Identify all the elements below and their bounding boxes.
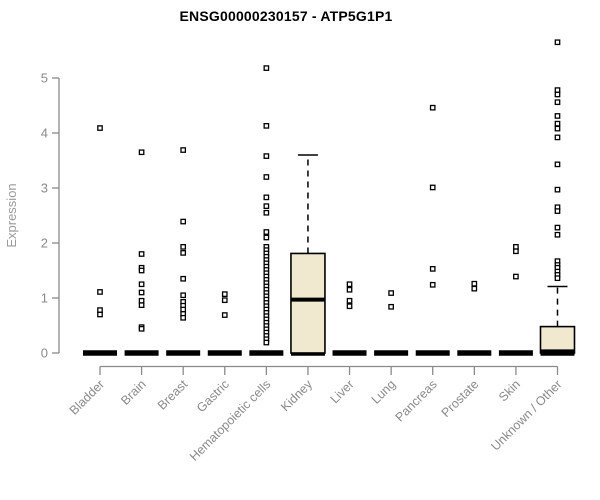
x-category-label: Bladder	[67, 377, 107, 417]
box	[539, 325, 576, 354]
x-category-label: Breast	[155, 377, 191, 413]
zero-median-bar	[249, 350, 284, 356]
outlier-point	[513, 273, 519, 280]
outlier-point	[554, 231, 561, 238]
y-tick-label: 3	[41, 181, 48, 196]
outlier-point	[221, 297, 228, 304]
outlier-point	[263, 203, 270, 209]
zero-median-bar	[124, 350, 159, 356]
y-tick-label: 0	[41, 346, 48, 361]
outlier-point	[221, 291, 228, 298]
outlier-point	[180, 306, 187, 313]
outlier-point	[471, 285, 478, 292]
outlier-point	[180, 218, 187, 225]
y-axis-title: Expression	[4, 183, 19, 247]
zero-median-bar	[207, 350, 242, 356]
outlier-point	[263, 153, 270, 159]
x-category-label: Brain	[118, 377, 149, 408]
outlier-point	[138, 281, 145, 288]
outlier-point	[180, 243, 187, 250]
outlier-point	[263, 174, 270, 180]
outlier-point	[554, 113, 561, 119]
x-category-label: Unknown / Other	[488, 377, 564, 453]
zero-median-bar	[415, 350, 450, 356]
x-category-label: Gastric	[194, 377, 232, 415]
outlier-point	[138, 297, 145, 304]
outlier-point	[97, 289, 103, 295]
outlier-point	[138, 289, 145, 296]
outlier-point	[180, 314, 187, 321]
zero-median-bar	[374, 350, 409, 356]
outlier-point	[554, 91, 561, 98]
outlier-point	[429, 104, 436, 111]
outlier-point	[554, 134, 561, 141]
zero-median-bar	[166, 350, 201, 356]
outlier-point	[263, 194, 270, 201]
zero-median-bar	[457, 350, 492, 356]
outlier-point	[138, 302, 145, 309]
outlier-point	[554, 275, 561, 282]
outlier-point	[554, 208, 561, 214]
outlier-point	[263, 209, 270, 216]
outlier-point	[554, 120, 561, 127]
outlier-point	[221, 312, 228, 318]
outlier-point	[97, 125, 103, 131]
outlier-point	[429, 265, 436, 272]
outlier-point	[180, 250, 187, 256]
outlier-point	[180, 292, 187, 299]
box	[290, 252, 326, 354]
outlier-point	[346, 281, 353, 288]
chart-title: ENSG00000230157 - ATP5G1P1	[179, 8, 393, 24]
y-tick-label: 1	[41, 291, 48, 306]
outlier-point	[97, 311, 103, 318]
outlier-point	[554, 39, 561, 46]
x-category-label: Pancreas	[393, 377, 440, 424]
outlier-point	[429, 184, 436, 191]
x-category-label: Liver	[328, 377, 357, 406]
zero-median-bar	[498, 350, 533, 356]
outlier-point	[471, 280, 478, 287]
outlier-point	[554, 99, 561, 106]
outlier-point	[346, 303, 353, 310]
outlier-point	[263, 229, 270, 235]
x-category-label: Hematopoietic cells	[187, 377, 274, 464]
outlier-point	[180, 275, 187, 282]
outlier-point	[263, 123, 270, 129]
outlier-point	[554, 125, 561, 132]
outlier-point	[554, 161, 561, 168]
outlier-point	[388, 290, 394, 296]
outlier-point	[554, 224, 561, 231]
outlier-point	[263, 234, 270, 241]
x-category-label: Skin	[496, 377, 523, 404]
y-tick-label: 4	[41, 126, 48, 141]
outlier-point	[513, 243, 519, 250]
outlier-point	[138, 149, 145, 156]
zero-median-bar	[332, 350, 367, 356]
y-tick-label: 5	[41, 71, 48, 86]
outlier-point	[346, 286, 353, 293]
outlier-point	[513, 248, 519, 255]
y-tick-label: 2	[41, 236, 48, 251]
x-category-label: Kidney	[278, 377, 315, 414]
outlier-point	[554, 186, 561, 193]
outlier-point	[263, 65, 270, 71]
outlier-point	[346, 297, 353, 304]
zero-median-bar	[83, 350, 117, 356]
outlier-point	[180, 147, 187, 153]
x-category-label: Prostate	[439, 377, 482, 420]
outlier-point	[97, 307, 103, 313]
outlier-point	[554, 87, 561, 93]
outlier-point	[138, 251, 145, 257]
outlier-point	[138, 325, 145, 332]
outlier-point	[263, 339, 270, 346]
x-category-label: Lung	[369, 377, 399, 407]
outlier-point	[138, 267, 145, 274]
outlier-point	[429, 281, 436, 288]
outlier-point	[388, 303, 394, 310]
